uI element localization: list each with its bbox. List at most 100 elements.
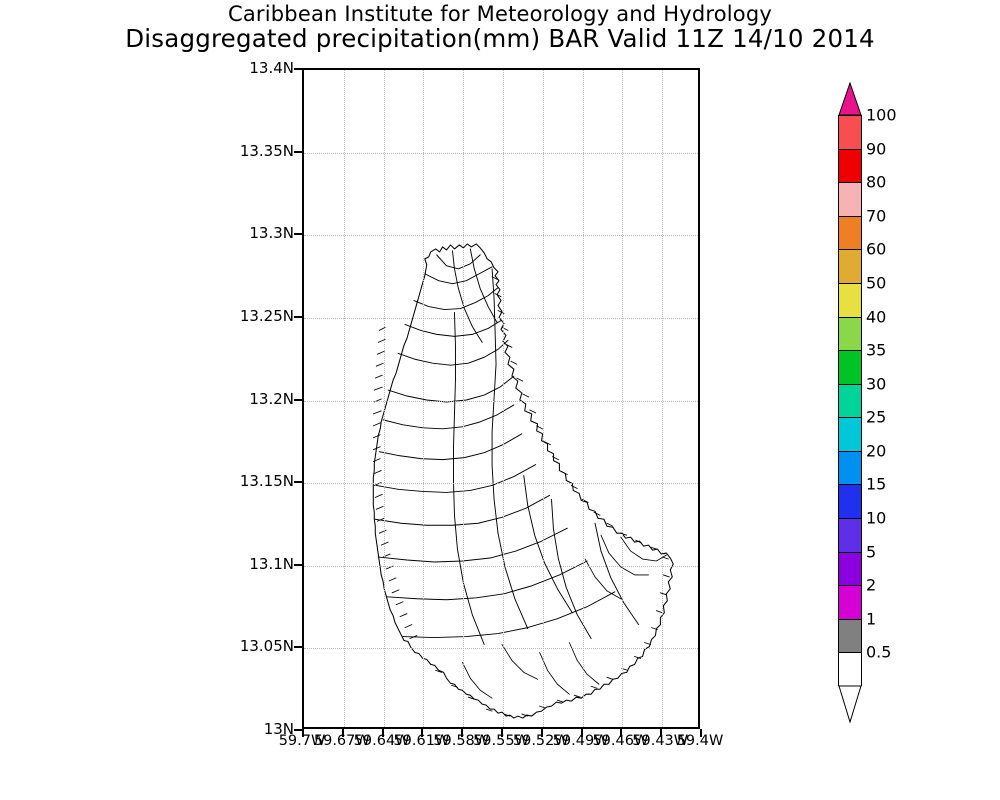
- colorbar-band: [839, 183, 861, 217]
- y-axis-tick-label: 13.35N: [239, 141, 294, 160]
- gridline-horizontal: [304, 483, 698, 485]
- colorbar-tick-label: 40: [866, 307, 887, 327]
- y-axis-tick-label: 13.05N: [239, 637, 294, 656]
- parish-boundaries: [374, 248, 640, 645]
- gridline-vertical: [423, 70, 425, 727]
- x-axis-tick-mark: [700, 729, 702, 737]
- x-axis-tick-mark: [660, 729, 663, 737]
- colorbar-tick-label: 60: [866, 239, 887, 259]
- gridline-horizontal: [304, 317, 698, 319]
- chart-title-block: Caribbean Institute for Meteorology and …: [0, 2, 1000, 53]
- institute-title: Caribbean Institute for Meteorology and …: [227, 2, 773, 26]
- colorbar-tick-label: 2: [866, 575, 877, 595]
- y-axis-tick-label: 13.4N: [249, 59, 294, 77]
- map-plot-panel: [302, 68, 700, 729]
- x-axis-tick-label: 59.58W: [433, 733, 490, 749]
- gridline-horizontal: [304, 648, 698, 650]
- y-axis-tick-mark: [294, 729, 303, 731]
- precipitation-colorbar: [838, 82, 862, 723]
- x-axis-tick-label: 59.55W: [473, 733, 529, 749]
- colorbar-band: [839, 552, 861, 587]
- colorbar-tick-label: 1: [866, 609, 877, 629]
- coast-texture-east: [435, 276, 670, 717]
- x-axis-tick-label: 59.4W: [676, 733, 724, 749]
- colorbar-tick-label: 30: [866, 374, 887, 394]
- colorbar-tick-label: 15: [866, 474, 887, 494]
- y-axis-tick-mark: [294, 398, 303, 401]
- colorbar-tick-label: 0.5: [866, 642, 892, 662]
- x-axis-tick-label: 59.46W: [592, 733, 649, 749]
- colorbar-band: [839, 519, 861, 553]
- gridline-horizontal: [304, 152, 698, 154]
- colorbar-tick-label: 70: [866, 206, 887, 226]
- gridline-vertical: [343, 70, 345, 727]
- colorbar-band: [839, 653, 861, 687]
- colorbar-band: [839, 351, 861, 385]
- colorbar-band: [839, 116, 861, 150]
- colorbar-tick-label: 50: [866, 273, 887, 293]
- colorbar-tick-label: 90: [866, 139, 887, 159]
- gridline-horizontal: [304, 400, 698, 402]
- colorbar-band: [839, 485, 861, 520]
- y-axis-tick-label: 13.15N: [239, 472, 294, 491]
- gridline-vertical: [662, 70, 664, 727]
- x-axis-tick-label: 59.7W: [278, 733, 326, 749]
- colorbar-band: [839, 250, 861, 284]
- colorbar-tick-label: 10: [866, 508, 887, 528]
- y-axis-tick-mark: [294, 646, 303, 649]
- colorbar-under-arrow-icon: [838, 685, 862, 723]
- colorbar-over-arrow-icon: [838, 82, 862, 116]
- colorbar-band: [839, 283, 861, 318]
- x-axis-tick-mark: [620, 729, 623, 737]
- x-axis-tick-label: 59.43W: [632, 733, 689, 749]
- colorbar-band: [839, 317, 861, 352]
- gridline-vertical: [463, 70, 465, 727]
- gridline-horizontal: [304, 565, 698, 567]
- gridline-vertical: [582, 70, 584, 727]
- colorbar-tick-label: 5: [866, 542, 877, 562]
- colorbar-tick-label: 25: [866, 407, 887, 427]
- barbados-map-svg: [372, 243, 674, 719]
- x-axis-tick-label: 59.52W: [512, 733, 569, 749]
- colorbar-tick-label: 35: [866, 340, 887, 360]
- x-axis-tick-mark: [580, 729, 583, 737]
- colorbar-band: [839, 586, 861, 620]
- map-plot-inner: [304, 70, 698, 727]
- y-axis-tick-label: 13.25N: [239, 306, 294, 325]
- gridline-vertical: [503, 70, 504, 727]
- colorbar-band: [839, 149, 861, 184]
- x-axis-tick-mark: [302, 729, 304, 737]
- colorbar-band: [839, 619, 861, 654]
- gridline-vertical: [622, 70, 624, 727]
- x-axis-tick-label: 59.49W: [552, 733, 609, 749]
- x-axis-tick-mark: [540, 729, 543, 737]
- y-axis-tick-mark: [294, 481, 303, 484]
- colorbar-band: [839, 384, 861, 419]
- y-axis-tick-label: 13N: [263, 720, 294, 738]
- gridline-vertical: [542, 70, 544, 727]
- x-axis-tick-label: 59.67W: [313, 733, 370, 749]
- x-axis-tick-label: 59.64W: [353, 733, 410, 749]
- colorbar-tick-label: 20: [866, 441, 887, 461]
- colorbar-tick-label: 80: [866, 172, 887, 192]
- barbados-coastline: [372, 243, 674, 719]
- colorbar-tick-label: 100: [866, 105, 897, 125]
- x-axis-tick-mark: [501, 729, 503, 737]
- y-axis-tick-mark: [294, 68, 303, 70]
- x-axis-tick-mark: [341, 729, 344, 737]
- gridline-horizontal: [304, 235, 698, 237]
- x-axis-tick-mark: [461, 729, 464, 737]
- page-title: Disaggregated precipitation(mm) BAR Vali…: [125, 23, 875, 53]
- y-axis-tick-label: 13.3N: [249, 224, 294, 243]
- y-axis-tick-label: 13.1N: [249, 554, 294, 573]
- y-axis-tick-mark: [294, 150, 303, 153]
- colorbar-band: [839, 418, 861, 452]
- y-axis-tick-label: 13.2N: [249, 389, 294, 408]
- y-axis-tick-mark: [294, 315, 303, 318]
- colorbar-band: [839, 216, 861, 251]
- colorbar-bands: [838, 115, 862, 687]
- colorbar-band: [839, 451, 861, 486]
- x-axis-tick-mark: [421, 729, 424, 737]
- gridline-vertical: [383, 70, 385, 727]
- x-axis-tick-mark: [381, 729, 384, 737]
